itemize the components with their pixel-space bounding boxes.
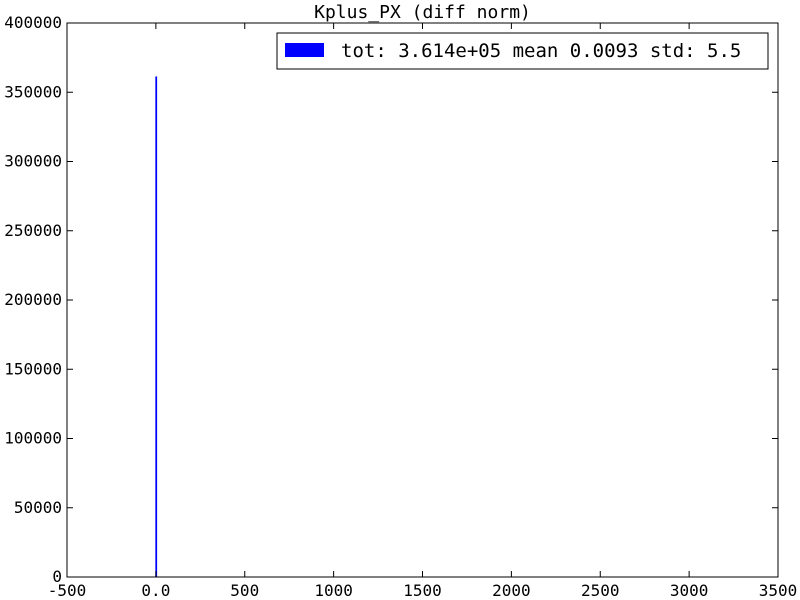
legend-swatch (285, 43, 324, 57)
y-tick-label: 250000 (4, 221, 62, 240)
x-tick-label: 2000 (492, 581, 531, 600)
y-tick-label: 300000 (4, 152, 62, 171)
x-tick-label: 1500 (403, 581, 442, 600)
x-tick-label: 500 (230, 581, 259, 600)
x-tick-label: 0.0 (141, 581, 170, 600)
y-tick-label: 0 (52, 567, 62, 586)
x-tick-label: -500 (48, 581, 87, 600)
chart-title: Kplus_PX (diff norm) (314, 2, 531, 23)
legend-label: tot: 3.614e+05 mean 0.0093 std: 5.5 (341, 40, 741, 62)
y-tick-label: 350000 (4, 82, 62, 101)
legend: tot: 3.614e+05 mean 0.0093 std: 5.5 (276, 32, 769, 70)
y-tick-label: 200000 (4, 290, 62, 309)
legend-box (276, 32, 769, 70)
y-tick-label: 50000 (14, 498, 62, 517)
y-tick-label: 100000 (4, 429, 62, 448)
histogram-bar-0-0 (155, 76, 158, 577)
y-tick-label: 400000 (4, 13, 62, 32)
x-tick-label: 3500 (759, 581, 798, 600)
x-tick-label: 2500 (581, 581, 620, 600)
x-tick-label: 3000 (670, 581, 709, 600)
bars-layer (155, 76, 158, 577)
ticks-layer: -500 0.0 500 1000 1500 2000 2500 3000 3500 0 50000… (4, 13, 797, 600)
y-tick-label: 150000 (4, 359, 62, 378)
x-tick-label: 1000 (314, 581, 353, 600)
